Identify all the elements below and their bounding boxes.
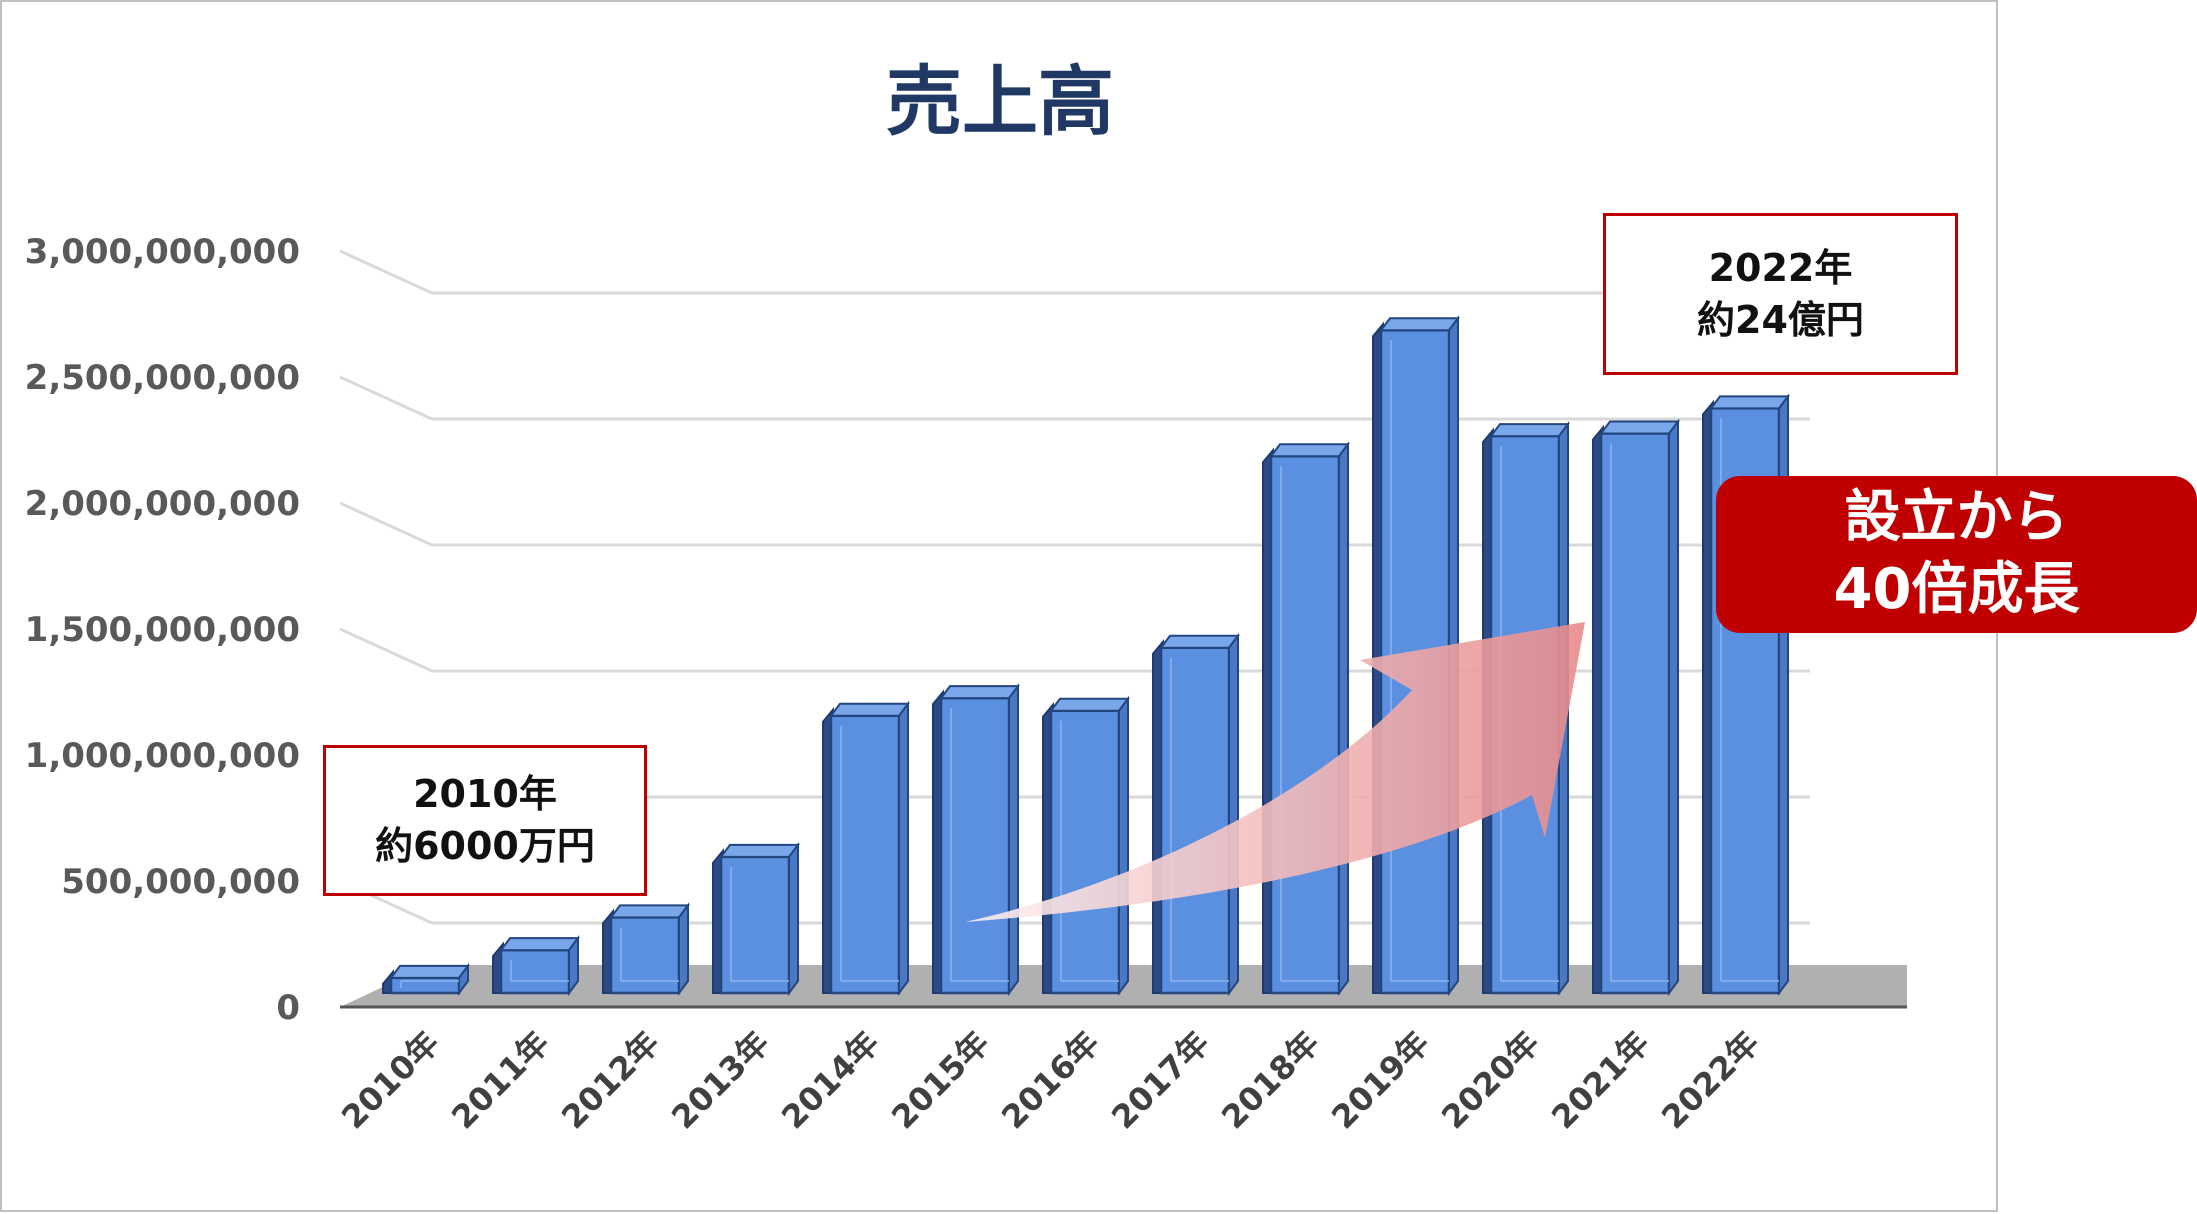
- gridline: [339, 249, 1810, 295]
- bar-2012年: [602, 902, 690, 996]
- y-axis-ticks: 0 500,000,000 1,000,000,000 1,500,000,000 2,…: [25, 232, 300, 1028]
- gridline: [339, 375, 1810, 421]
- bar-2018年: [1262, 441, 1350, 996]
- callout-2022-year: 2022年: [1708, 246, 1853, 290]
- bar-2011年: [492, 935, 580, 996]
- x-tick-label: 2016年: [994, 1024, 1106, 1136]
- growth-arrow: [965, 622, 1585, 922]
- y-tick-label: 0: [276, 988, 300, 1028]
- x-tick-label: 2011年: [444, 1024, 556, 1136]
- growth-callout-line2: 40倍成長: [1833, 557, 2080, 622]
- chart-title: 売上高: [886, 57, 1114, 146]
- callout-2010-value: 約6000万円: [375, 824, 595, 868]
- bar-front: [939, 696, 1011, 995]
- x-tick-label: 2017年: [1104, 1024, 1216, 1136]
- y-tick-label: 500,000,000: [61, 862, 300, 902]
- y-tick-label: 2,500,000,000: [25, 358, 300, 398]
- bar-front: [499, 948, 571, 995]
- x-tick-label: 2022年: [1654, 1024, 1766, 1136]
- callout-2022: 2022年 約24億円: [1603, 213, 1958, 375]
- x-tick-label: 2018年: [1214, 1024, 1326, 1136]
- callout-2022-value: 約24億円: [1697, 298, 1864, 342]
- bar-front: [1159, 646, 1231, 995]
- bar-2010年: [382, 962, 470, 996]
- callout-2010-year: 2010年: [413, 772, 557, 816]
- x-tick-label: 2010年: [334, 1024, 446, 1136]
- x-tick-label: 2020年: [1434, 1024, 1546, 1136]
- bar-front: [1049, 709, 1121, 995]
- bar-2015年: [932, 683, 1020, 996]
- y-tick-label: 1,000,000,000: [25, 736, 300, 776]
- growth-callout-line1: 設立から: [1844, 485, 2069, 550]
- bar-2013年: [712, 841, 800, 996]
- x-tick-label: 2021年: [1544, 1024, 1656, 1136]
- y-tick-label: 3,000,000,000: [25, 232, 300, 272]
- bar-2016年: [1042, 695, 1130, 996]
- x-tick-label: 2013年: [664, 1024, 776, 1136]
- gridline: [339, 627, 1810, 673]
- bars: [382, 315, 1790, 996]
- callout-2010: 2010年 約6000万円: [323, 745, 647, 896]
- x-tick-label: 2014年: [774, 1024, 886, 1136]
- x-tick-label: 2019年: [1324, 1024, 1436, 1136]
- bar-2021年: [1592, 418, 1680, 996]
- x-tick-label: 2012年: [554, 1024, 666, 1136]
- bar-front: [719, 855, 791, 995]
- x-axis-ticks: 2010年2011年2012年2013年2014年2015年2016年2017年…: [334, 1024, 1766, 1136]
- growth-callout: 設立から 40倍成長: [1716, 476, 2197, 633]
- bar-front: [829, 714, 901, 995]
- bar-2014年: [822, 700, 910, 996]
- y-tick-label: 1,500,000,000: [25, 610, 300, 650]
- bar-2017年: [1152, 632, 1240, 996]
- x-tick-label: 2015年: [884, 1024, 996, 1136]
- y-tick-label: 2,000,000,000: [25, 484, 300, 524]
- gridline: [339, 501, 1810, 547]
